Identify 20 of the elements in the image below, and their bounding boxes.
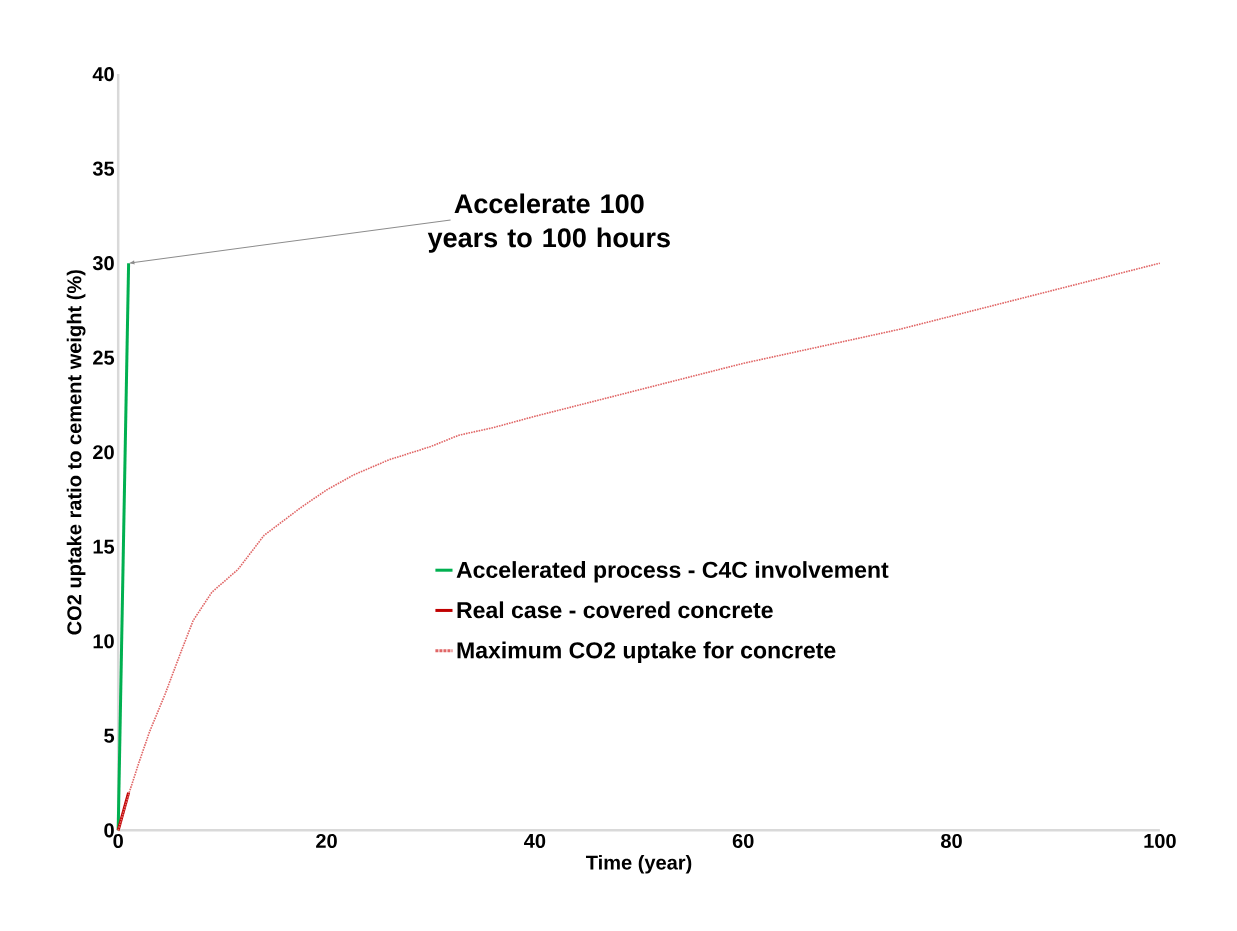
legend-label: Maximum CO2 uptake for concrete <box>457 641 836 664</box>
y-tick-label: 5 <box>104 729 115 744</box>
y-tick-label: 30 <box>92 256 114 271</box>
x-axis-title: Time (year) <box>585 855 692 874</box>
y-tick-label: 20 <box>93 445 114 460</box>
y-tick-label: 40 <box>92 67 114 82</box>
y-tick-label: 15 <box>93 540 115 554</box>
x-tick-label: 20 <box>316 834 337 849</box>
legend-label: Accelerated process - C4C involvement <box>456 561 889 583</box>
legend-label: Real case - covered concrete <box>457 601 773 619</box>
x-tick-label: 80 <box>941 834 962 849</box>
y-tick-label: 25 <box>93 350 115 366</box>
annotation: Accelerate 100 years to 100 hours <box>427 193 670 253</box>
x-tick-label: 100 <box>1144 834 1176 849</box>
y-tick-label: 10 <box>93 634 114 649</box>
x-tick-label: 60 <box>732 834 754 849</box>
x-tick-label: 40 <box>524 834 546 849</box>
y-tick-label: 35 <box>92 161 115 176</box>
y-axis-title: CO2 uptake ratio to cement weight (%) <box>66 270 86 635</box>
y-tick-label: 0 <box>104 823 114 838</box>
